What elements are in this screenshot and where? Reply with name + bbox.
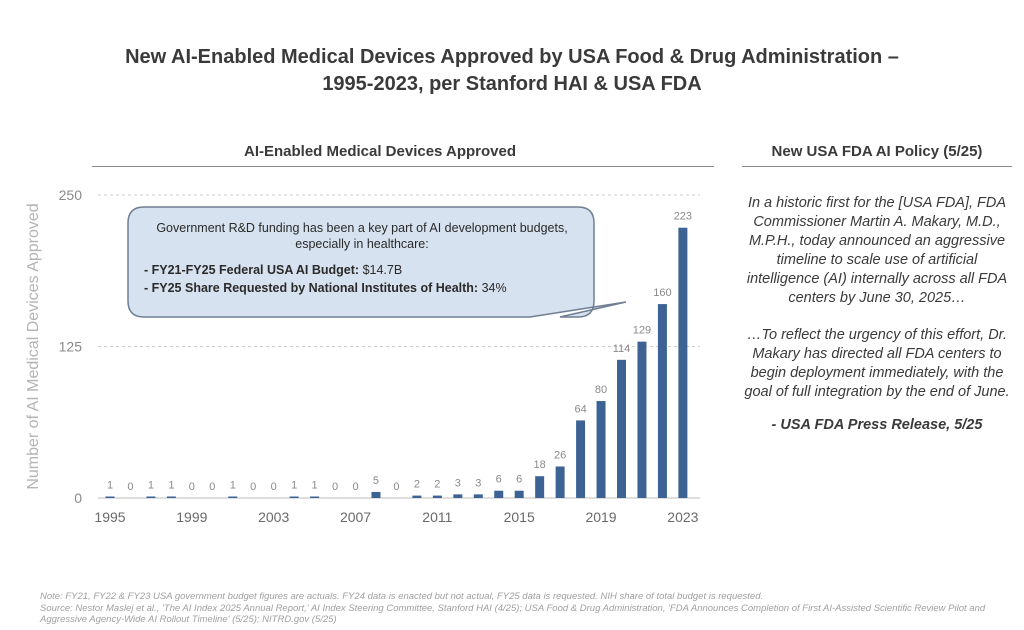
left-panel-title: AI-Enabled Medical Devices Approved <box>243 143 517 160</box>
callout-bullet-budget: - FY21-FY25 Federal USA AI Budget: $14.7… <box>144 262 586 278</box>
bar <box>310 496 320 498</box>
bar <box>289 496 299 498</box>
data-label: 18 <box>534 459 546 471</box>
data-label: 1 <box>107 480 113 492</box>
fda-policy-quote: In a historic first for the [USA FDA], F… <box>742 194 1012 453</box>
data-label: 5 <box>373 475 379 487</box>
bar <box>617 359 626 498</box>
data-label: 0 <box>393 481 399 493</box>
bar <box>576 420 586 498</box>
page-title-line2: 1995-2023, per Stanford HAI & USA FDA <box>322 73 702 95</box>
data-label: 1 <box>168 480 174 492</box>
x-tick-label: 2011 <box>422 509 452 525</box>
data-label: 26 <box>554 449 566 461</box>
x-tick-label: 2015 <box>504 509 535 525</box>
bar <box>371 491 381 498</box>
data-label: 0 <box>271 481 277 493</box>
y-tick-label: 250 <box>59 187 83 203</box>
data-label: 0 <box>250 481 256 493</box>
data-label: 2 <box>434 479 440 491</box>
callout-text: Government R&D funding has been a key pa… <box>138 220 586 298</box>
footnote-source: Source: Nestor Maslej et al., 'The AI In… <box>40 602 986 626</box>
data-label: 160 <box>653 287 671 299</box>
bar <box>473 494 483 498</box>
x-tick-label: 1999 <box>176 509 207 525</box>
right-panel-rule <box>742 166 1012 167</box>
data-label: 0 <box>189 481 195 493</box>
bar <box>657 304 667 498</box>
left-panel-rule <box>92 166 714 167</box>
data-label: 114 <box>613 343 631 355</box>
quote-paragraph-2: …To reflect the urgency of this effort, … <box>744 327 1010 400</box>
data-label: 2 <box>414 479 420 491</box>
bar <box>494 490 504 498</box>
x-tick-label: 1995 <box>94 509 125 525</box>
quote-paragraph-1: In a historic first for the [USA FDA], F… <box>746 195 1008 306</box>
callout-bullet-budget-value: $14.7B <box>359 263 403 277</box>
data-label: 129 <box>633 325 651 337</box>
page-title-line1: New AI-Enabled Medical Devices Approved … <box>125 46 899 68</box>
bar <box>637 341 647 498</box>
callout-bullet-nih: - FY25 Share Requested by National Insti… <box>144 280 586 296</box>
footnote-note: Note: FY21, FY22 & FY23 USA government b… <box>40 591 764 602</box>
bar <box>105 496 115 498</box>
page-title: New AI-Enabled Medical Devices Approved … <box>30 44 994 98</box>
data-label: 64 <box>574 403 586 415</box>
right-panel-title: New USA FDA AI Policy (5/25) <box>771 143 983 160</box>
data-label: 6 <box>516 474 522 486</box>
bar <box>555 466 565 498</box>
bar <box>228 496 238 498</box>
data-label: 0 <box>332 481 338 493</box>
data-label: 1 <box>148 480 154 492</box>
callout-bubble <box>127 206 627 318</box>
bar <box>412 495 422 498</box>
data-label: 80 <box>595 384 607 396</box>
bar <box>535 476 545 498</box>
footnote: Note: FY21, FY22 & FY23 USA government b… <box>40 591 1000 626</box>
bar <box>432 495 442 498</box>
y-axis-title: Number of AI Medical Devices Approved <box>25 203 42 489</box>
bar <box>453 494 463 498</box>
data-label: 3 <box>455 477 461 489</box>
data-label: 0 <box>127 481 133 493</box>
callout-intro: Government R&D funding has been a key pa… <box>156 221 568 251</box>
x-tick-label: 2003 <box>258 509 289 525</box>
x-tick-label: 2019 <box>585 509 616 525</box>
x-tick-label: 2023 <box>667 509 698 525</box>
bar <box>596 401 606 498</box>
bar <box>146 496 156 498</box>
y-tick-label: 125 <box>59 339 83 355</box>
x-tick-label: 2007 <box>340 509 371 525</box>
bar <box>678 227 688 498</box>
bar <box>166 496 176 498</box>
callout-bullet-budget-label: - FY21-FY25 Federal USA AI Budget: <box>144 263 360 277</box>
data-label: 6 <box>496 474 502 486</box>
data-label: 1 <box>291 480 297 492</box>
data-label: 223 <box>674 211 692 223</box>
data-label: 1 <box>312 480 318 492</box>
callout-bullet-nih-value: 34% <box>478 281 507 295</box>
callout-bullet-nih-label: - FY25 Share Requested by National Insti… <box>144 281 479 295</box>
data-label: 0 <box>209 481 215 493</box>
data-label: 1 <box>230 480 236 492</box>
data-label: 0 <box>352 481 358 493</box>
y-tick-label: 0 <box>74 490 82 506</box>
bar <box>514 490 524 498</box>
data-label: 3 <box>475 477 481 489</box>
quote-source: - USA FDA Press Release, 5/25 <box>771 417 983 433</box>
